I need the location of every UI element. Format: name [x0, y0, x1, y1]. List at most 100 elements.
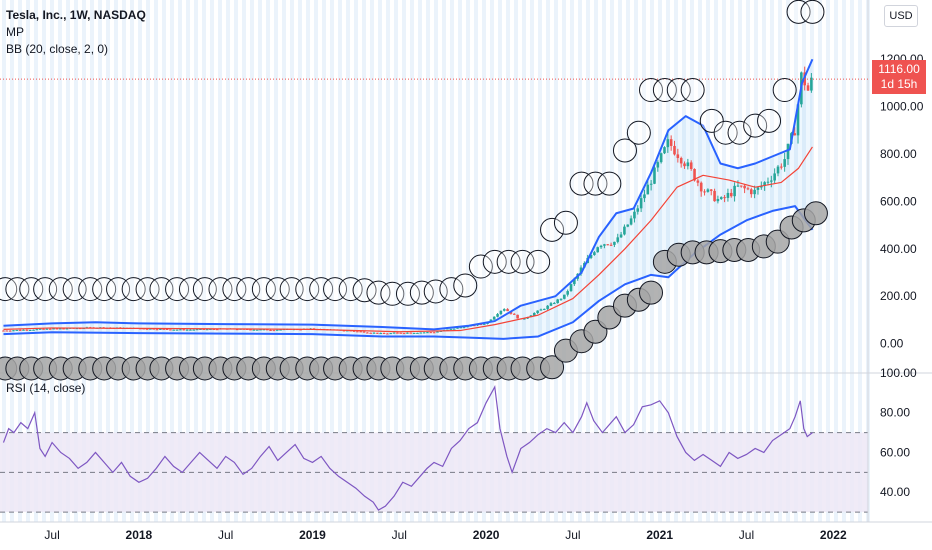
candle-body: [569, 284, 573, 292]
stripe: [490, 0, 494, 522]
stripe: [482, 0, 486, 522]
bubble-light: [743, 113, 768, 138]
stripe: [546, 0, 550, 522]
candle-body: [593, 252, 596, 255]
bar-countdown: 1d 15h: [880, 77, 918, 91]
stripe: [298, 0, 302, 522]
stripe: [74, 0, 78, 522]
bubble-dark: [639, 280, 663, 305]
candle-body: [432, 332, 436, 334]
candle-body: [5, 330, 9, 332]
candle-body: [506, 309, 509, 312]
stripe: [394, 0, 398, 522]
candle-body: [596, 247, 600, 253]
candle-body: [389, 333, 393, 335]
candle-body: [379, 333, 383, 335]
stripe: [562, 0, 566, 522]
stripe: [90, 0, 94, 522]
candle-body: [155, 329, 159, 331]
candle-body: [175, 329, 179, 331]
indicator-mp-label[interactable]: MP: [6, 25, 24, 39]
indicator-bb-label[interactable]: BB (20, close, 2, 0): [6, 42, 109, 56]
candle-body: [32, 329, 35, 331]
stripe: [538, 0, 542, 522]
candle-body: [619, 234, 623, 238]
bubble-light: [251, 277, 276, 302]
candle-body: [366, 332, 369, 334]
time-tick-label: Jul: [739, 528, 754, 542]
candle-body: [629, 218, 633, 225]
stripe: [378, 0, 382, 522]
candle-body: [58, 328, 62, 330]
candle-body: [793, 133, 796, 136]
candle-body: [18, 329, 22, 331]
candle-body: [806, 85, 810, 91]
candle-body: [706, 189, 710, 192]
bubble-light: [680, 78, 705, 103]
candle-body: [28, 329, 32, 331]
candle-body: [416, 332, 419, 334]
candle-body: [436, 331, 439, 333]
bubble-light: [800, 0, 825, 24]
candle-body: [492, 316, 496, 320]
candle-body: [699, 182, 703, 192]
bubble-light: [612, 138, 637, 163]
stripe: [322, 0, 326, 522]
last-price-tag: 1116.00 1d 15h: [872, 60, 926, 94]
stripe: [386, 0, 390, 522]
candle-body: [195, 329, 199, 331]
candle-body: [189, 329, 192, 331]
stripe: [466, 0, 470, 522]
bubble-light: [395, 281, 420, 306]
candle-body: [45, 328, 49, 330]
stripe: [434, 0, 438, 522]
candle-body: [446, 329, 449, 331]
bubble-light: [553, 210, 578, 235]
bubble-light: [727, 120, 752, 145]
bubble-layer: [0, 0, 828, 381]
bubble-light: [540, 217, 565, 242]
candle-body: [743, 185, 746, 189]
candle-body: [796, 104, 800, 136]
rsi-tick-label: 100.00: [880, 366, 917, 380]
candle-body: [643, 194, 646, 199]
stripe: [258, 0, 262, 522]
symbol-title[interactable]: Tesla, Inc., 1W, NASDAQ: [6, 8, 146, 22]
candle-body: [606, 244, 610, 246]
stripe: [498, 0, 502, 522]
currency-button[interactable]: USD: [884, 5, 918, 27]
rsi-legend[interactable]: RSI (14, close): [6, 381, 86, 395]
candle-body: [689, 162, 693, 169]
bollinger-fill: [3, 59, 813, 339]
stripe: [418, 0, 422, 522]
chart-legend: Tesla, Inc., 1W, NASDAQ MP BB (20, close…: [6, 7, 146, 58]
bubble-dark: [803, 201, 828, 226]
bb-band-fill: [3, 59, 813, 339]
bubble-light: [423, 279, 448, 304]
candle-body: [556, 299, 559, 304]
stripe: [346, 0, 350, 522]
candle-body: [275, 329, 279, 331]
stripe: [410, 0, 414, 522]
candle-body: [639, 198, 643, 209]
candle-body: [613, 241, 616, 245]
bubble-light: [295, 277, 320, 302]
candle-body: [543, 308, 546, 310]
candle-body: [499, 310, 503, 315]
stripe: [154, 0, 158, 522]
candle-body: [212, 328, 216, 330]
candle-body: [396, 332, 399, 334]
stripe: [194, 0, 198, 522]
stripe: [794, 0, 798, 522]
candle-body: [479, 324, 483, 326]
stripe: [266, 0, 270, 522]
candle-body: [683, 163, 686, 167]
price-tick-label: 800.00: [880, 147, 917, 161]
stripe: [306, 0, 310, 522]
time-tick-label: 2019: [299, 528, 326, 542]
candle-body: [659, 153, 663, 163]
candle-body: [766, 181, 770, 183]
candle-body: [532, 313, 536, 316]
stripe: [522, 0, 526, 522]
